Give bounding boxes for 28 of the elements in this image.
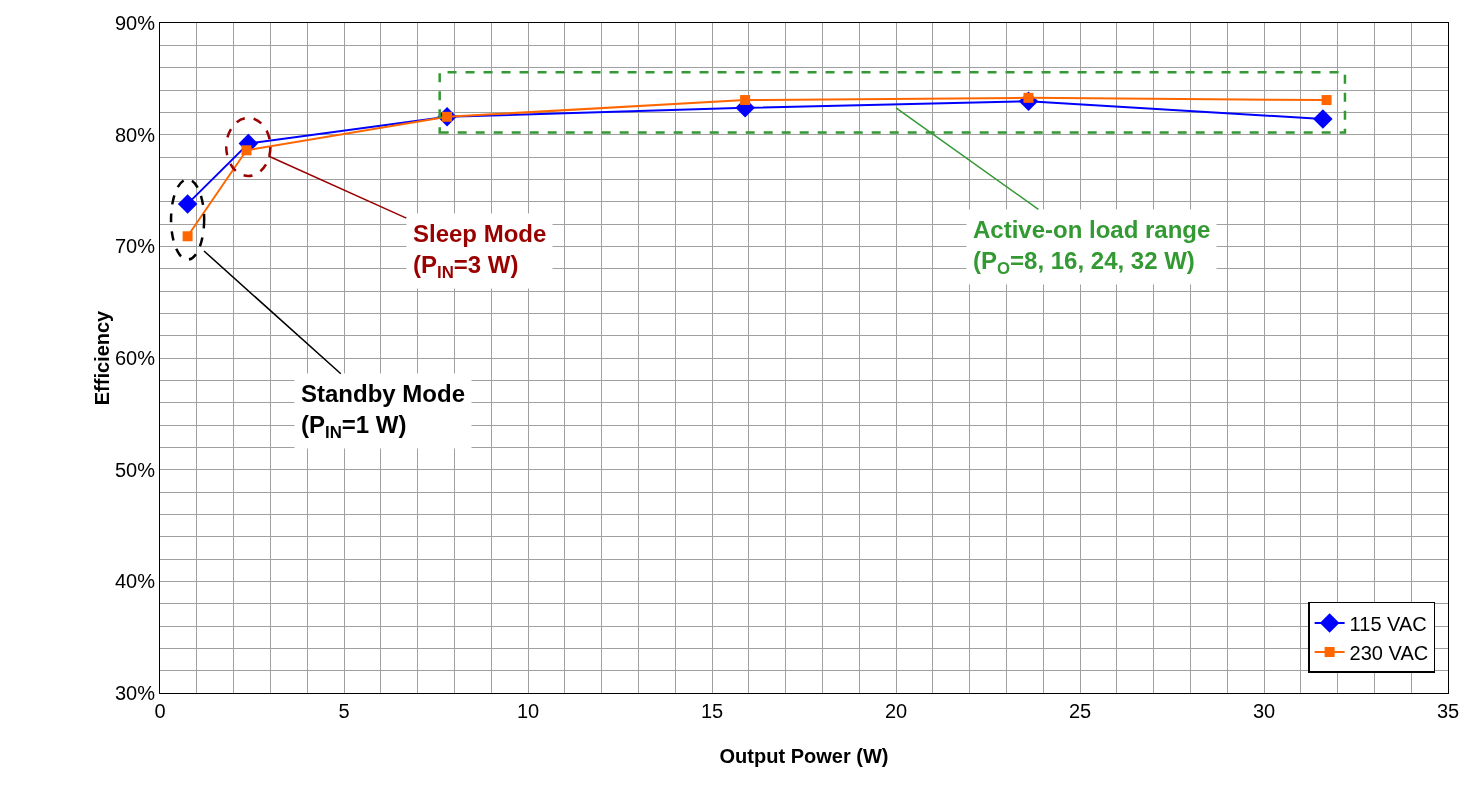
point xyxy=(1313,109,1333,129)
annotation: Standby Mode (P$_{IN}$=1 W) xyxy=(301,380,466,443)
legend-label: 115 VAC xyxy=(1349,612,1427,635)
y-tick-label: 40% xyxy=(114,570,156,593)
x-tick-label: 30 xyxy=(1252,700,1276,722)
x-tick-label: 10 xyxy=(516,700,540,722)
legend-label: 230 VAC xyxy=(1349,641,1429,664)
y-tick-label: 90% xyxy=(114,12,156,34)
x-tick-label: 5 xyxy=(338,700,350,722)
point xyxy=(182,231,193,242)
point xyxy=(177,194,198,214)
y-tick-label: 70% xyxy=(114,235,156,258)
x-tick-label: 20 xyxy=(884,700,908,722)
y-tick-label: 50% xyxy=(114,458,156,481)
point xyxy=(740,95,751,106)
x-tick-label: 15 xyxy=(700,700,724,722)
y-tick-label: 30% xyxy=(114,682,156,704)
x-tick-label: 0 xyxy=(154,700,166,722)
y-tick-label: 60% xyxy=(114,347,156,369)
point xyxy=(241,145,252,156)
x-tick-label: 25 xyxy=(1068,700,1092,722)
y-tick-label: 80% xyxy=(114,123,156,146)
y-axis-title: Efficiency xyxy=(90,309,113,406)
x-tick-label: 35 xyxy=(1436,700,1460,722)
annotation: Active-on load range (P$_{O}$=8, 16, 24, 32 W) xyxy=(973,216,1211,279)
x-axis-title: Output Power (W) xyxy=(719,745,889,767)
annotation: Sleep Mode (P$_{IN}$=3 W) xyxy=(413,220,547,283)
point xyxy=(1321,95,1332,106)
